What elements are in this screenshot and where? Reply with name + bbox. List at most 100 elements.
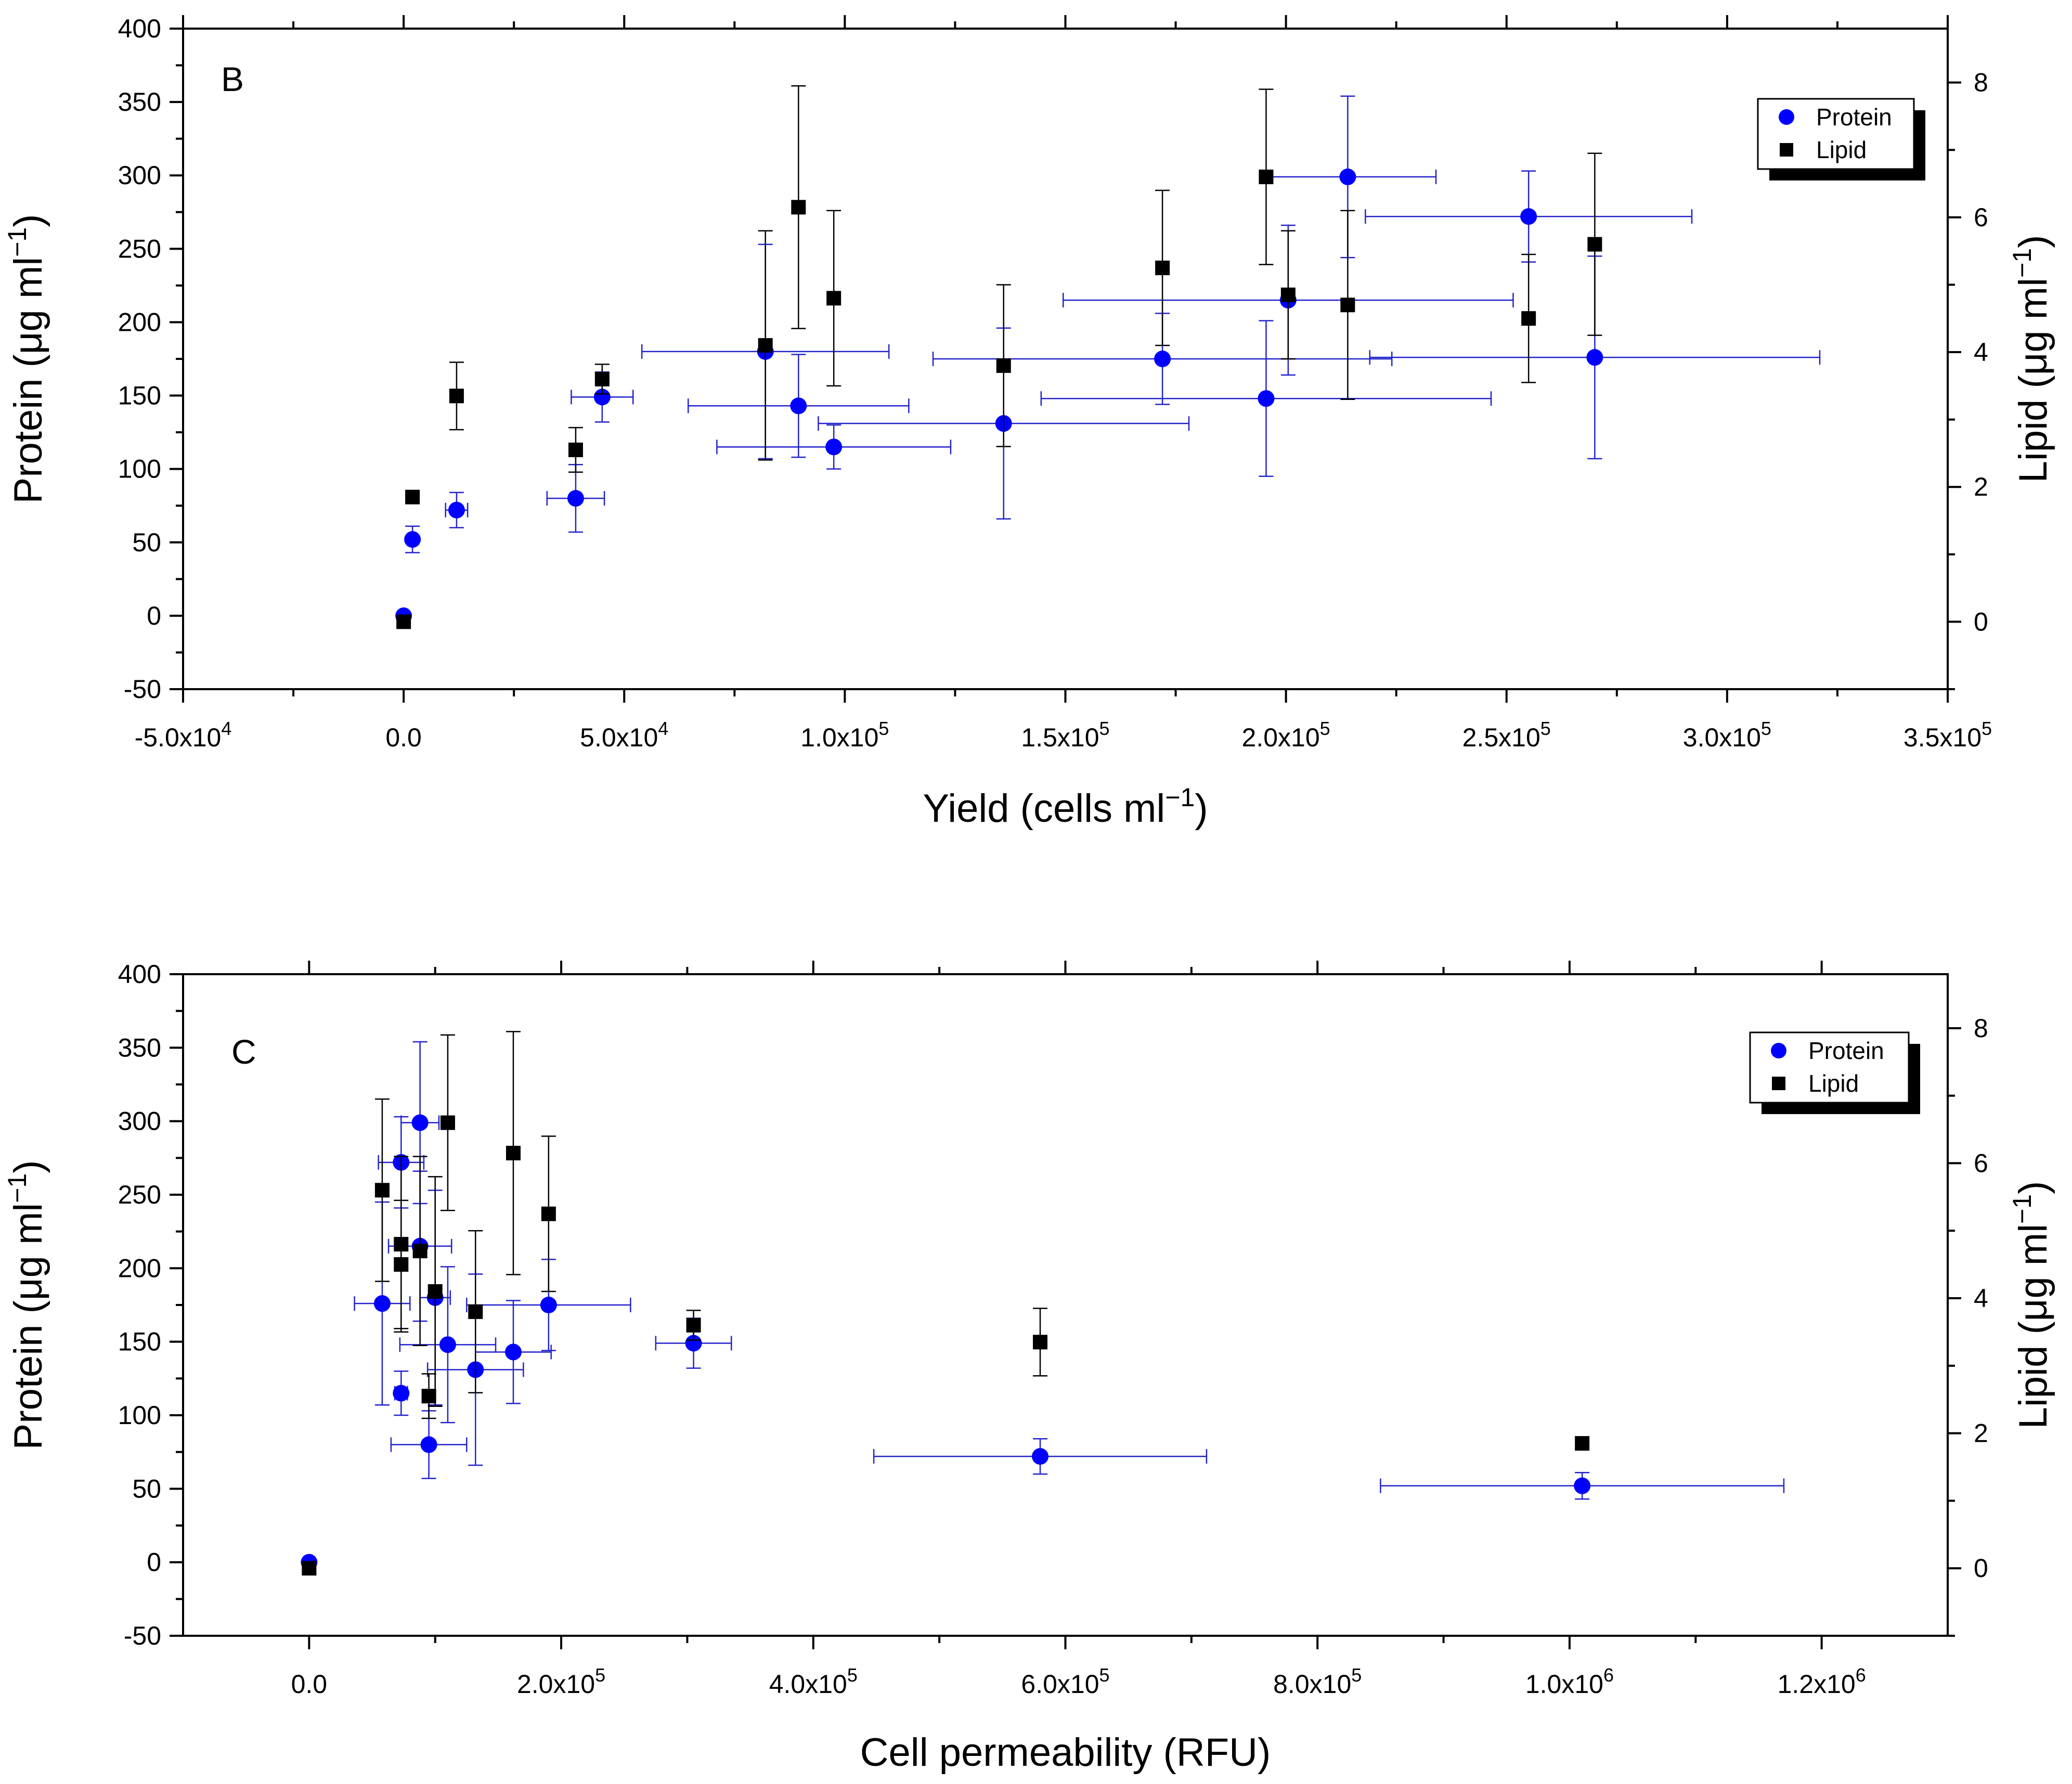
x-tick-mantissa: 3.0x10: [1683, 723, 1761, 752]
data-point-lipid: [541, 1206, 556, 1221]
x-tick-label: 0.0: [385, 723, 422, 752]
data-point-lipid: [568, 442, 583, 457]
y-tick-label: 250: [118, 234, 161, 263]
legend-label-protein: Protein: [1808, 1037, 1884, 1064]
y-tick-label: 200: [118, 307, 161, 337]
y2-axis-title: Lipid (μg ml−1): [2008, 1181, 2055, 1429]
x-tick-label: 2.0x105: [1242, 718, 1330, 752]
x-tick-exponent: 5: [595, 1664, 605, 1686]
x-tick-mantissa: 1.2x10: [1778, 1670, 1856, 1699]
y-axis-title-text: Protein (μg ml: [6, 257, 50, 504]
x-tick-exponent: 4: [221, 718, 231, 739]
y-tick-label: 400: [118, 14, 161, 43]
data-point-protein: [420, 1436, 437, 1453]
y2-tick-label: 6: [1974, 1148, 1988, 1178]
data-point-protein: [825, 438, 843, 456]
legend-marker-protein: [1771, 1043, 1786, 1058]
data-point-lipid: [1340, 298, 1355, 313]
data-point-lipid: [1587, 237, 1602, 252]
x-tick-mantissa: 2.0x10: [517, 1670, 595, 1699]
x-tick-label: 8.0x105: [1273, 1664, 1362, 1699]
data-point-protein: [685, 1335, 702, 1352]
series-protein: [395, 95, 1821, 624]
x-tick-label: 6.0x105: [1021, 1664, 1109, 1699]
data-point-protein: [593, 389, 611, 406]
x-tick-mantissa: 0.0: [385, 723, 422, 752]
x-tick-exponent: 6: [1856, 1664, 1866, 1686]
y2-tick-label: 4: [1974, 338, 1988, 367]
x-tick-label: 5.0x104: [580, 718, 668, 752]
y2-axis-title-superscript: −1: [2008, 1194, 2037, 1224]
legend-label-lipid: Lipid: [1808, 1070, 1859, 1097]
data-point-lipid: [686, 1317, 701, 1333]
y-tick-label: 150: [118, 1327, 161, 1356]
series-lipid: [396, 85, 1602, 629]
legend-label-lipid: Lipid: [1816, 136, 1867, 163]
y2-tick-label: 2: [1974, 1419, 1988, 1448]
data-point-protein: [1258, 390, 1275, 407]
data-point-lipid: [1521, 311, 1536, 326]
x-axis-title-superscript: −1: [1165, 783, 1195, 812]
data-point-lipid: [1033, 1335, 1048, 1350]
y-tick-label: 50: [132, 1474, 161, 1503]
data-point-protein: [1032, 1448, 1049, 1465]
x-tick-mantissa: 8.0x10: [1273, 1670, 1351, 1699]
x-tick-mantissa: 1.0x10: [1525, 1670, 1603, 1699]
data-point-lipid: [826, 291, 841, 306]
y-tick-label: 150: [118, 381, 161, 410]
data-point-protein: [540, 1297, 557, 1313]
x-tick-mantissa: 6.0x10: [1021, 1670, 1099, 1699]
data-point-protein: [1154, 351, 1171, 367]
y-tick-label: 100: [118, 1401, 161, 1430]
x-tick-label: 1.2x106: [1778, 1664, 1866, 1699]
y-axis-title-superscript: −1: [3, 227, 32, 257]
x-tick-label: 1.0x105: [800, 718, 889, 752]
data-point-lipid: [758, 338, 773, 353]
data-point-protein: [393, 1385, 410, 1402]
y2-axis-title-end: ): [2011, 1181, 2055, 1194]
x-tick-label: 3.0x105: [1683, 718, 1771, 752]
y2-tick-label: 8: [1974, 68, 1988, 97]
chart-panel-B: -5.0x104 0.0 5.0x104 1.0x105 1.5x105 2.0x105 2…: [3, 14, 2055, 831]
legend-marker-protein: [1779, 109, 1794, 125]
x-tick-exponent: 5: [1540, 718, 1551, 739]
y-tick-label: 100: [118, 455, 161, 484]
x-tick-label: -5.0x104: [135, 718, 232, 752]
x-tick-label: 3.5x105: [1903, 718, 1992, 752]
data-point-lipid: [412, 1244, 428, 1259]
x-axis-title-text: Yield (cells ml: [923, 786, 1165, 831]
data-point-lipid: [506, 1145, 521, 1160]
x-tick-mantissa: 0.0: [291, 1670, 328, 1699]
data-point-lipid: [1575, 1436, 1590, 1451]
y2-tick-label: 4: [1974, 1284, 1988, 1313]
x-tick-mantissa: 4.0x10: [769, 1670, 847, 1699]
data-point-protein: [373, 1295, 391, 1312]
data-point-protein: [1574, 1477, 1591, 1494]
y2-axis-title-text: Lipid (μg ml: [2011, 1224, 2055, 1429]
x-tick-exponent: 5: [1320, 718, 1330, 739]
data-point-protein: [411, 1114, 429, 1131]
x-tick-label: 1.5x105: [1021, 718, 1109, 752]
data-point-lipid: [449, 389, 464, 404]
x-tick-exponent: 5: [878, 718, 889, 739]
y-tick-label: 400: [118, 960, 161, 989]
x-tick-label: 1.0x106: [1525, 1664, 1614, 1699]
y2-axis-title-end: ): [2011, 235, 2055, 248]
data-point-lipid: [594, 371, 610, 386]
x-tick-label: 2.0x105: [517, 1664, 605, 1699]
x-tick-label: 2.5x105: [1462, 718, 1551, 752]
y-axis-title: Protein (μg ml−1): [3, 214, 50, 504]
data-point-lipid: [394, 1257, 409, 1272]
series-protein: [301, 1041, 1785, 1571]
x-tick-exponent: 6: [1603, 1664, 1614, 1686]
x-tick-mantissa: 3.5x10: [1903, 723, 1982, 752]
x-tick-mantissa: 1.5x10: [1021, 723, 1099, 752]
data-point-lipid: [421, 1389, 436, 1404]
y-axis-title: Protein (μg ml−1): [3, 1160, 50, 1450]
data-point-lipid: [396, 614, 411, 629]
y-tick-label: 50: [132, 528, 161, 557]
x-tick-exponent: 5: [1099, 1664, 1110, 1686]
y2-tick-label: 0: [1974, 607, 1988, 636]
x-tick-mantissa: 5.0x10: [580, 723, 658, 752]
x-tick-mantissa: 2.0x10: [1242, 723, 1320, 752]
